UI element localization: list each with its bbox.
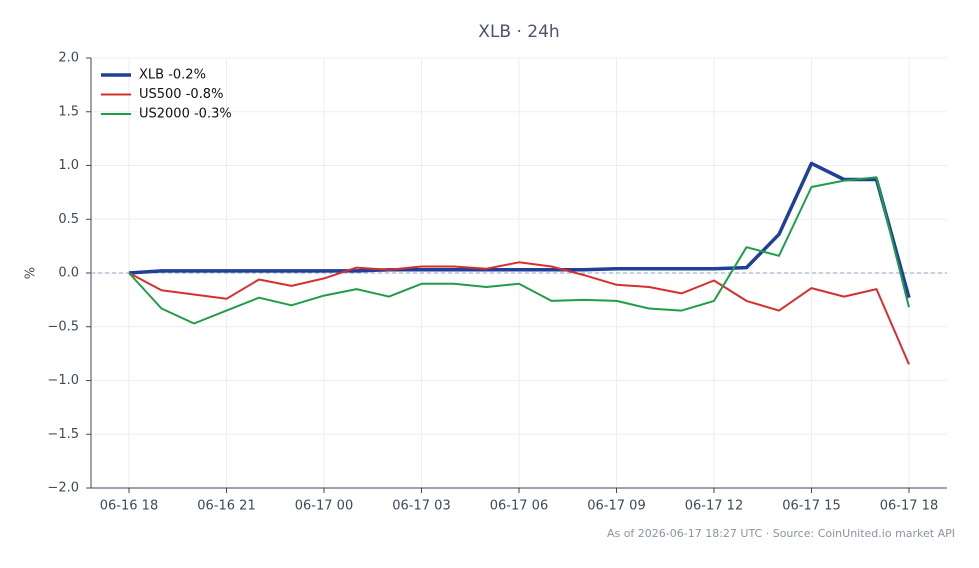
y-tick-label: 0.5 <box>58 212 79 227</box>
legend-label: US2000 -0.3% <box>139 107 232 122</box>
x-tick-label: 06-17 03 <box>392 499 450 514</box>
x-tick-label: 06-16 21 <box>197 499 255 514</box>
series-line <box>128 261 910 365</box>
y-tick-label: 0.0 <box>58 266 79 281</box>
y-tick-label: 2.0 <box>58 51 79 66</box>
x-tick-label: 06-17 15 <box>782 499 840 514</box>
x-tick-label: 06-17 12 <box>685 499 743 514</box>
x-tick-label: 06-17 18 <box>880 499 938 514</box>
y-tick-label: −1.5 <box>47 427 79 442</box>
y-tick-label: −0.5 <box>47 319 79 334</box>
series-line <box>128 176 910 325</box>
y-tick-label: 1.5 <box>58 104 79 119</box>
footer: As of 2026-06-17 18:27 UTC · Source: Coi… <box>607 527 955 540</box>
y-axis-label: % <box>24 267 39 279</box>
chart-title: XLB · 24h <box>478 22 559 42</box>
x-tick-label: 06-17 06 <box>490 499 548 514</box>
y-tick-label: 1.0 <box>58 158 79 173</box>
y-tick-label: −2.0 <box>47 481 79 496</box>
legend-label: US500 -0.8% <box>139 87 223 102</box>
legend-label: XLB -0.2% <box>139 68 206 83</box>
x-tick-label: 06-16 18 <box>100 499 158 514</box>
x-tick-label: 06-17 09 <box>587 499 645 514</box>
series-line <box>128 161 911 299</box>
x-tick-label: 06-17 00 <box>295 499 353 514</box>
y-tick-label: −1.0 <box>47 373 79 388</box>
